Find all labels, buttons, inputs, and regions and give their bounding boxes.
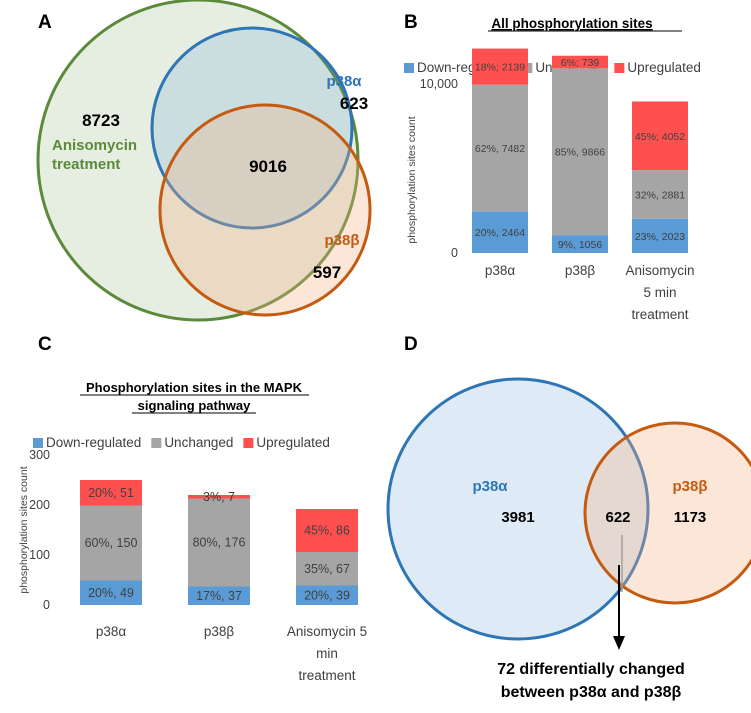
- bar-data-label: 32%, 2881: [635, 189, 685, 201]
- bar-data-label: 62%, 7482: [475, 143, 525, 155]
- panel-c-chart: C Phosphorylation sites in the MAPK sign…: [18, 334, 367, 683]
- panel-b-y-ticks: 0 10,000: [420, 77, 458, 260]
- anisomycin-label-line2: treatment: [52, 156, 120, 173]
- bar-data-label: 23%, 2023: [635, 231, 685, 243]
- x-tick-label: p38β: [204, 624, 235, 639]
- bar-segment-upregulated: [632, 101, 688, 171]
- panel-c-title-line1: Phosphorylation sites in the MAPK: [86, 380, 303, 395]
- y-tick-label: 300: [29, 448, 50, 462]
- bar-segment-unchanged: [552, 68, 608, 236]
- anisomycin-only-count: 8723: [82, 111, 120, 130]
- legend-swatch-upregulated: [243, 438, 254, 448]
- bar-segment-upregulated: [80, 480, 142, 506]
- panel-b-bars: 20%, 2464 62%, 7482 18%; 2139 9%, 1056 85%, …: [472, 48, 688, 253]
- bar-data-label: 35%, 67: [304, 562, 350, 576]
- bar-segment-down-regulated: [188, 586, 250, 605]
- panel-b-title: All phosphorylation sites: [491, 16, 652, 31]
- panel-d: D p38α 3981 622 p38β 1173 72 differentia…: [386, 334, 751, 701]
- x-tick-label: Anisomycin 5 min treatment: [287, 624, 367, 683]
- y-tick-label: 0: [43, 598, 50, 612]
- bar-segment-down-regulated: [80, 580, 142, 605]
- bar-data-label: 20%, 49: [88, 586, 134, 600]
- bar-data-label: 18%; 2139: [475, 62, 525, 74]
- bar-data-label: 20%, 51: [88, 486, 134, 500]
- panel-c-y-axis-label: phosphorylation sites count: [18, 466, 30, 593]
- bar-data-label: 45%; 4052: [635, 131, 685, 143]
- x-tick-label: Anisomycin 5 min treatment: [625, 263, 694, 322]
- bar-segment-unchanged: [472, 84, 528, 212]
- note-arrow-head: [613, 636, 625, 650]
- x-tick-label: p38α: [96, 624, 127, 639]
- bar-segment-upregulated: [296, 509, 358, 552]
- bar-segment-down-regulated: [296, 585, 358, 605]
- p38b-circle: [158, 103, 372, 317]
- legend-label-unchanged: Unchanged: [164, 435, 233, 450]
- p38b-label-d: p38β: [672, 478, 707, 495]
- panel-b-letter: B: [404, 12, 418, 33]
- bar-data-label: 20%, 39: [304, 588, 350, 602]
- y-tick-label: 10,000: [420, 77, 458, 91]
- panel-d-letter: D: [404, 334, 418, 355]
- legend-swatch-upregulated: [614, 63, 625, 73]
- p38a-circle: [150, 26, 354, 230]
- bar-segment-down-regulated: [472, 211, 528, 253]
- y-tick-label: 200: [29, 498, 50, 512]
- panel-c-legend: Down-regulated Unchanged Upregulated: [33, 435, 330, 450]
- bar-segment-unchanged: [632, 170, 688, 219]
- bar-segment-down-regulated: [552, 235, 608, 253]
- bar-data-label: 17%, 37: [196, 589, 242, 603]
- legend-swatch-unchanged: [151, 438, 162, 448]
- center-count: 9016: [249, 157, 287, 176]
- bar-data-label: 85%, 9866: [555, 147, 605, 159]
- bar-segment-unchanged: [188, 498, 250, 587]
- bar-data-label: 9%, 1056: [558, 239, 603, 251]
- bar-data-label: 3%, 7: [203, 490, 235, 504]
- legend-swatch-down-regulated: [404, 63, 414, 73]
- p38a-label-d: p38α: [472, 478, 508, 495]
- p38b-circle-d: [583, 421, 751, 605]
- p38a-label: p38α: [326, 73, 362, 90]
- panel-b-x-tick-labels: p38α p38β Anisomycin 5 min treatment: [485, 263, 695, 322]
- panel-b-chart: B All phosphorylation sites Down-regulat…: [404, 12, 701, 322]
- x-tick-label: p38β: [565, 263, 596, 278]
- legend-label-down-regulated: Down-regulated: [46, 435, 141, 450]
- bar-data-label: 20%, 2464: [475, 227, 525, 239]
- p38b-label: p38β: [324, 232, 359, 249]
- bar-data-label: 6%; 739: [561, 57, 600, 69]
- y-tick-label: 0: [451, 246, 458, 260]
- panel-c-x-tick-labels: p38α p38β Anisomycin 5 min treatment: [96, 624, 367, 683]
- bar-segment-upregulated: [188, 495, 250, 499]
- bar-segment-unchanged: [296, 552, 358, 586]
- bar-data-label: 45%, 86: [304, 524, 350, 538]
- legend-label-upregulated: Upregulated: [627, 60, 701, 75]
- y-tick-label: 100: [29, 548, 50, 562]
- note-line2: between p38α and p38β: [501, 684, 682, 701]
- anisomycin-label-line1: Anisomycin: [52, 137, 137, 154]
- legend-swatch-down-regulated: [33, 438, 43, 448]
- p38b-only-count: 597: [313, 263, 341, 282]
- panel-a-letter: A: [38, 12, 52, 33]
- bar-data-label: 60%, 150: [85, 536, 138, 550]
- p38b-only-count-d: 1173: [674, 509, 707, 526]
- panel-a: A 8723 Anisomycin treatment p38α 623 901…: [36, 0, 372, 322]
- panel-c-bars: 20%, 49 60%, 150 20%, 51 17%, 37 80%, 176 3%,…: [80, 480, 358, 605]
- overlap-count-d: 622: [605, 509, 630, 526]
- bar-data-label: 80%, 176: [193, 536, 246, 550]
- p38a-only-count-d: 3981: [501, 509, 534, 526]
- note-line1: 72 differentially changed: [497, 661, 685, 678]
- panel-c-y-ticks: 0 100 200 300: [29, 448, 50, 612]
- panel-b-y-axis-label: phosphorylation sites count: [406, 116, 418, 243]
- bar-segment-unchanged: [80, 505, 142, 581]
- bar-segment-down-regulated: [632, 218, 688, 253]
- p38a-only-count: 623: [340, 94, 368, 113]
- legend-label-upregulated: Upregulated: [256, 435, 330, 450]
- panel-c-title-line2: signaling pathway: [138, 398, 251, 413]
- bar-segment-upregulated: [472, 48, 528, 85]
- bar-segment-upregulated: [552, 55, 608, 69]
- p38a-circle-d: [386, 377, 650, 641]
- panel-c-letter: C: [38, 334, 52, 355]
- x-tick-label: p38α: [485, 263, 516, 278]
